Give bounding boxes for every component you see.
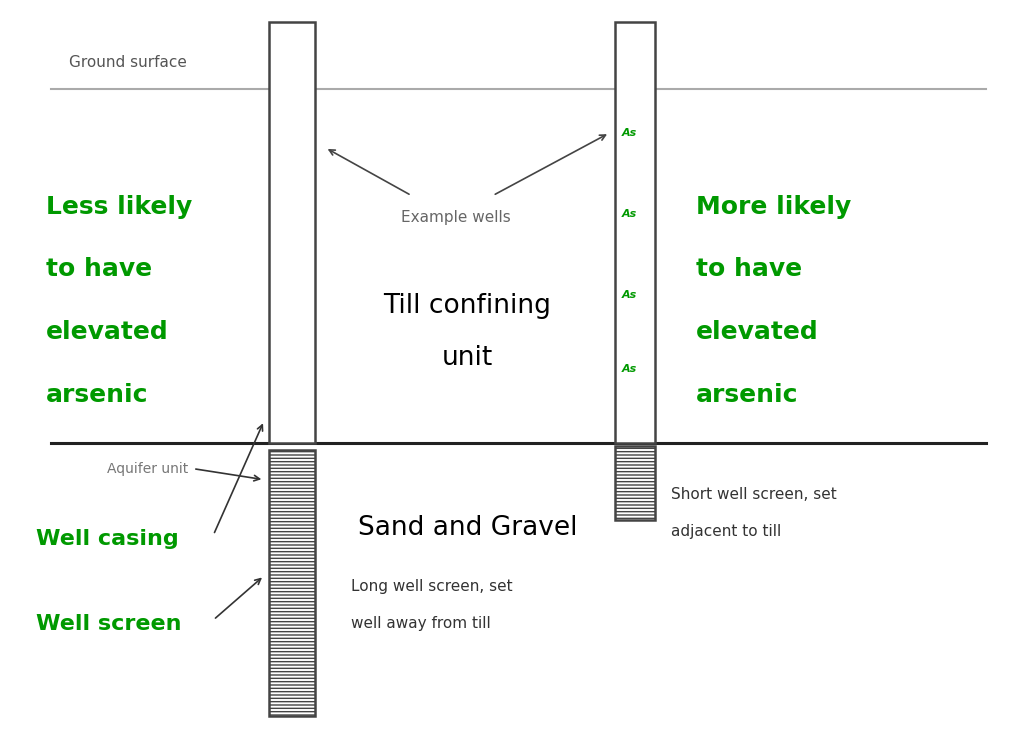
Text: Sand and Gravel: Sand and Gravel bbox=[358, 514, 577, 541]
Text: More likely: More likely bbox=[696, 195, 851, 218]
Text: adjacent to till: adjacent to till bbox=[671, 524, 781, 539]
Text: Well screen: Well screen bbox=[36, 613, 181, 634]
Text: Aquifer unit: Aquifer unit bbox=[107, 462, 188, 475]
Text: Ground surface: Ground surface bbox=[69, 55, 187, 70]
Text: Till confining: Till confining bbox=[383, 293, 552, 320]
Text: elevated: elevated bbox=[46, 320, 169, 344]
Text: well away from till: well away from till bbox=[351, 616, 491, 631]
Text: arsenic: arsenic bbox=[46, 383, 148, 407]
Text: to have: to have bbox=[696, 258, 802, 281]
Text: Short well screen, set: Short well screen, set bbox=[671, 487, 836, 502]
Text: Long well screen, set: Long well screen, set bbox=[351, 579, 512, 594]
Text: arsenic: arsenic bbox=[696, 383, 799, 407]
Text: As: As bbox=[622, 290, 637, 300]
Text: unit: unit bbox=[442, 345, 493, 371]
Bar bbox=[269, 22, 315, 443]
Text: As: As bbox=[622, 364, 637, 374]
Text: Less likely: Less likely bbox=[46, 195, 192, 218]
Bar bbox=[615, 446, 655, 520]
Text: Example wells: Example wells bbox=[401, 210, 511, 225]
Text: to have: to have bbox=[46, 258, 151, 281]
Text: As: As bbox=[622, 128, 637, 138]
Text: As: As bbox=[622, 209, 637, 219]
Text: elevated: elevated bbox=[696, 320, 819, 344]
Bar bbox=[269, 450, 315, 716]
Bar bbox=[615, 22, 655, 443]
Text: Well casing: Well casing bbox=[36, 528, 179, 549]
